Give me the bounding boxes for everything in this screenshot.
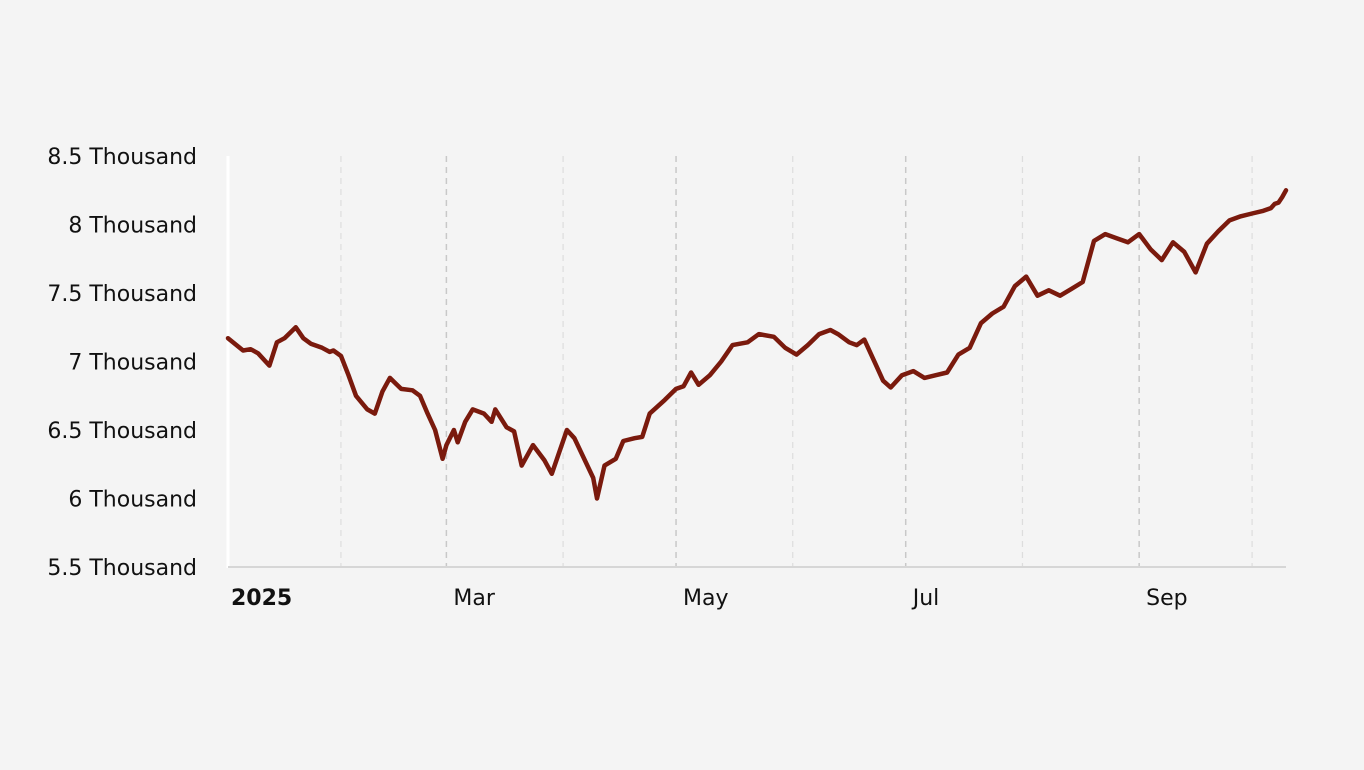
series-line (225, 188, 1289, 501)
y-tick-label: 7.5 Thousand (47, 282, 197, 307)
y-tick-labels: 5.5 Thousand 6 Thousand 6.5 Thousand 7 Thou… (47, 145, 197, 581)
series-layer (225, 188, 1289, 501)
gridlines (340, 156, 1253, 567)
x-tick-label: Jul (911, 586, 940, 611)
x-tick-label: 2025 (231, 586, 292, 611)
y-tick-label: 5.5 Thousand (47, 556, 197, 581)
x-tick-label: Mar (453, 586, 495, 611)
x-tick-label: May (683, 586, 728, 611)
y-tick-label: 8.5 Thousand (47, 145, 197, 170)
y-tick-label: 6 Thousand (68, 488, 197, 513)
y-tick-label: 8 Thousand (68, 214, 197, 239)
x-tick-label: Sep (1146, 586, 1187, 611)
y-tick-label: 6.5 Thousand (47, 419, 197, 444)
x-tick-labels: 2025 Mar May Jul Sep (231, 586, 1188, 611)
y-tick-label: 7 Thousand (68, 351, 197, 376)
axes (226, 156, 1286, 568)
